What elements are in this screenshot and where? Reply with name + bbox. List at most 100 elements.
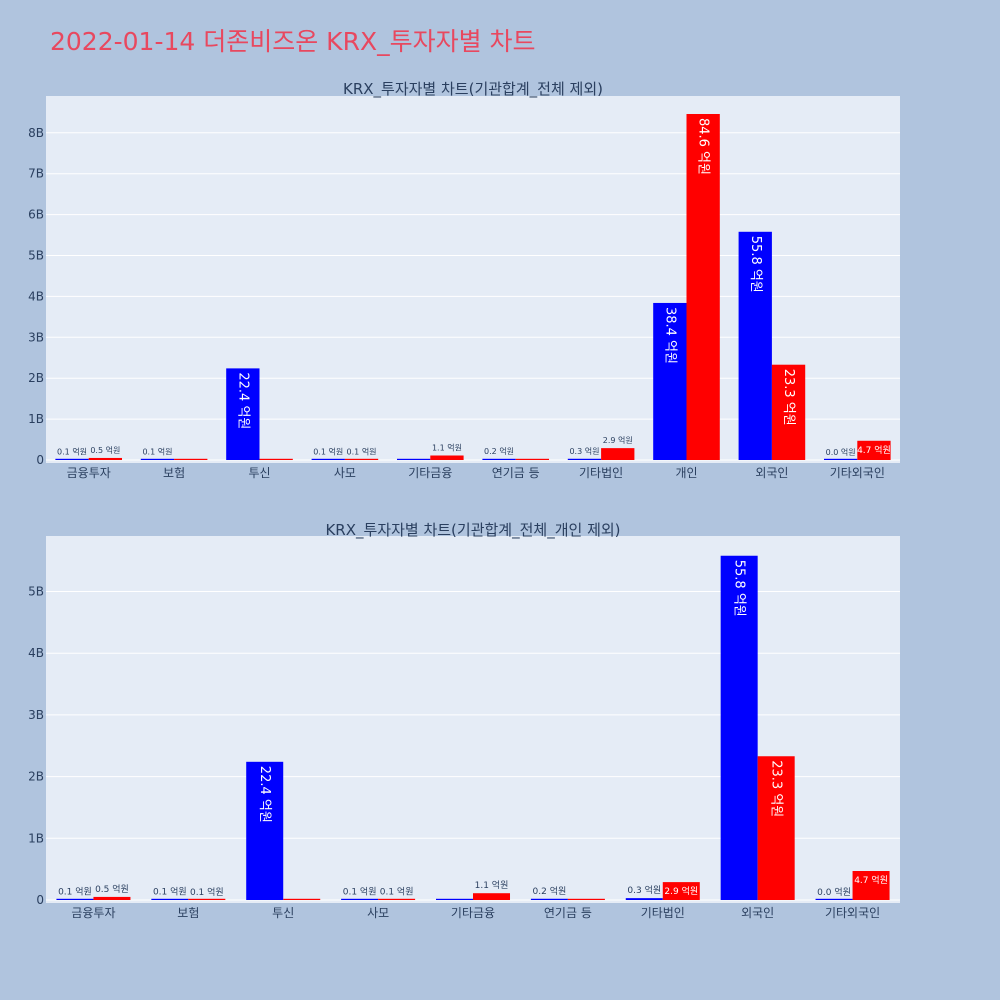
bar [857,440,891,460]
bar-label: 2.9 억원 [603,435,633,445]
bar-label: 2.9 억원 [664,885,698,897]
bar-label: 0.2 억원 [484,446,514,456]
bar [140,458,175,460]
bar [344,458,379,460]
x-tick-label: 연기금 등 [492,466,540,480]
bar [174,458,208,460]
bar-label: 84.6 억원 [696,118,711,175]
bar [815,898,853,900]
bar-label: 0.1 억원 [190,886,224,898]
bar-label: 0.5 억원 [90,445,120,455]
bar [738,231,772,460]
bar [515,458,550,460]
x-tick-label: 외국인 [755,466,788,480]
x-tick-label: 보험 [177,906,199,920]
bar-label: 23.3 억원 [781,369,796,426]
bar [567,898,605,900]
bar-label: 55.8 억원 [732,560,747,617]
bar-label: 4.7 억원 [857,444,891,456]
bar [625,898,663,900]
x-tick-label: 기타법인 [641,906,685,920]
x-tick-label: 연기금 등 [544,906,592,920]
bar-label: 0.1 억원 [380,885,414,897]
bar [771,364,806,460]
bar [151,898,189,900]
bar [283,898,321,900]
bar [662,882,700,900]
y-tick-label: 2B [28,371,44,385]
bar [259,458,293,460]
x-tick-label: 투신 [248,466,270,480]
bar-label: 0.3 억원 [627,884,661,896]
bar-label: 22.4 억원 [235,372,250,429]
page-title: 2022-01-14 더존비즈온 KRX_투자자별 차트 [50,27,536,56]
bar [653,302,687,460]
y-tick-label: 7B [28,167,44,181]
bar [246,761,284,900]
x-tick-label: 사모 [367,906,389,920]
bar-label: 1.1 억원 [475,879,509,891]
chart-title: KRX_투자자별 차트(기관합계_전체 제외) [343,80,603,99]
x-tick-label: 보험 [163,466,185,480]
y-tick-label: 3B [28,708,44,722]
x-tick-label: 금융투자 [71,906,115,920]
bar [396,458,431,460]
bar [188,898,226,900]
bar-label: 1.1 억원 [432,443,462,453]
bar [720,555,758,900]
x-tick-label: 기타법인 [579,466,623,480]
bar-label: 4.7 억원 [854,874,888,886]
x-tick-label: 개인 [675,466,697,480]
y-tick-label: 5B [28,249,44,263]
bar-label: 0.1 억원 [313,447,343,457]
bar [311,458,345,460]
bar-label: 0.1 억원 [347,447,377,457]
chart-title: KRX_투자자별 차트(기관합계_전체_개인 제외) [325,521,620,540]
y-tick-label: 0 [36,453,44,467]
bar [435,898,473,900]
bar [567,458,602,460]
bar [686,113,720,460]
x-tick-label: 기타금융 [408,466,452,480]
bar-label: 0.1 억원 [142,447,172,457]
bar [56,898,94,900]
bar-label: 0.1 억원 [57,447,87,457]
bar-label: 55.8 억원 [748,236,763,293]
bar [482,458,516,460]
bar [341,898,379,900]
bar-label: 0.2 억원 [533,885,567,897]
bar-label: 38.4 억원 [662,307,677,364]
bar-label: 0.1 억원 [153,885,187,897]
y-tick-label: 1B [28,831,44,845]
x-tick-label: 사모 [334,466,356,480]
bar [852,871,890,900]
bar [473,893,511,900]
y-tick-label: 3B [28,330,44,344]
bar [55,458,89,460]
bar-label: 22.4 억원 [257,766,272,823]
bar-label: 0.1 억원 [343,885,377,897]
y-tick-label: 4B [28,646,44,660]
bar-label: 23.3 억원 [769,760,784,817]
x-tick-label: 기타금융 [451,906,495,920]
bar-label: 0.0 억원 [826,447,856,457]
bar [823,458,858,460]
x-tick-label: 투신 [272,906,294,920]
bar [93,896,131,900]
bar [378,898,416,900]
bar-label: 0.1 억원 [58,885,92,897]
bar-label: 0.5 억원 [95,883,129,895]
x-tick-label: 외국인 [741,906,774,920]
bar [430,455,464,460]
y-tick-label: 2B [28,770,44,784]
y-tick-label: 5B [28,585,44,599]
bar [226,368,260,460]
bar [88,457,123,460]
x-tick-label: 금융투자 [67,466,111,480]
bar [757,756,795,900]
y-tick-label: 0 [36,893,44,907]
y-tick-label: 1B [28,412,44,426]
y-tick-label: 4B [28,289,44,303]
x-tick-label: 기타외국인 [830,466,885,480]
